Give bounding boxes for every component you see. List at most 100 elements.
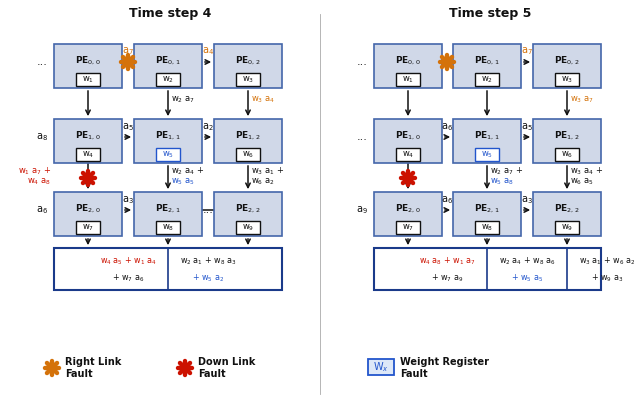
Text: w$_9$: w$_9$ [561,222,573,233]
Text: w$_7$: w$_7$ [402,222,414,233]
Text: a$_5$: a$_5$ [122,121,134,133]
Bar [236,148,260,161]
Text: + w$_9$ a$_3$: + w$_9$ a$_3$ [591,272,623,284]
Text: w$_2$: w$_2$ [162,74,174,85]
Bar [396,221,420,234]
Text: w$_6$ a$_5$: w$_6$ a$_5$ [570,177,594,187]
Text: w$_7$: w$_7$ [82,222,94,233]
Text: PE$_{1,2}$: PE$_{1,2}$ [236,130,260,142]
Text: a$_3$: a$_3$ [521,194,533,206]
Text: w$_6$: w$_6$ [242,149,254,160]
Text: w$_4$: w$_4$ [82,149,94,160]
Bar [555,148,579,161]
Text: w$_2$ a$_4$ +: w$_2$ a$_4$ + [171,165,204,177]
Text: a$_6$: a$_6$ [441,194,453,206]
Bar [156,221,180,234]
Text: w$_3$: w$_3$ [561,74,573,85]
Text: w$_5$ a$_8$: w$_5$ a$_8$ [490,177,514,187]
Bar [54,44,122,88]
Text: w$_3$ a$_1$ + w$_6$ a$_2$: w$_3$ a$_1$ + w$_6$ a$_2$ [579,256,636,267]
Bar [236,73,260,86]
Text: w$_3$ a$_1$ +: w$_3$ a$_1$ + [251,165,284,177]
Text: w$_2$ a$_7$ +: w$_2$ a$_7$ + [490,165,524,177]
Text: w$_6$: w$_6$ [561,149,573,160]
Text: + w$_5$ a$_2$: + w$_5$ a$_2$ [192,272,224,284]
Text: ...: ... [356,132,367,142]
Text: Time step 5: Time step 5 [449,7,531,20]
Text: a$_7$: a$_7$ [122,45,134,57]
Bar [555,221,579,234]
Text: ...: ... [36,57,47,67]
Text: PE$_{0,1}$: PE$_{0,1}$ [474,55,500,67]
Text: PE$_{0,2}$: PE$_{0,2}$ [554,55,580,67]
Text: w$_4$ a$_8$: w$_4$ a$_8$ [27,177,51,187]
Bar [374,119,442,163]
Text: w$_5$: w$_5$ [481,149,493,160]
Text: a$_2$: a$_2$ [202,121,214,133]
Text: Time step 4: Time step 4 [129,7,211,20]
Text: PE$_{0,0}$: PE$_{0,0}$ [75,55,101,67]
Bar [475,221,499,234]
Bar [374,248,601,290]
Text: PE$_{2,2}$: PE$_{2,2}$ [236,203,260,215]
Bar [214,44,282,88]
Bar [396,148,420,161]
Bar [76,148,100,161]
Text: w$_8$: w$_8$ [162,222,174,233]
Text: PE$_{2,1}$: PE$_{2,1}$ [156,203,180,215]
Bar [396,73,420,86]
Text: PE$_{0,1}$: PE$_{0,1}$ [156,55,180,67]
Bar [555,73,579,86]
Bar [533,44,601,88]
Text: PE$_{2,0}$: PE$_{2,0}$ [395,203,421,215]
Text: w$_1$: w$_1$ [82,74,94,85]
Text: w$_4$ a$_5$ + w$_1$ a$_4$: w$_4$ a$_5$ + w$_1$ a$_4$ [100,256,156,267]
Text: w$_3$: w$_3$ [242,74,254,85]
Text: PE$_{1,1}$: PE$_{1,1}$ [156,130,180,142]
Text: PE$_{1,1}$: PE$_{1,1}$ [474,130,500,142]
Text: PE$_{2,2}$: PE$_{2,2}$ [554,203,580,215]
Bar [533,192,601,236]
Bar [76,73,100,86]
Text: Weight Register
Fault: Weight Register Fault [400,357,489,379]
Text: PE$_{1,0}$: PE$_{1,0}$ [75,130,101,142]
Text: a$_8$: a$_8$ [36,131,48,143]
Bar [214,119,282,163]
Bar [368,359,394,375]
Bar [475,148,499,161]
Text: w$_9$: w$_9$ [242,222,254,233]
Bar [453,119,521,163]
Text: Down Link
Fault: Down Link Fault [198,357,255,379]
Bar [134,44,202,88]
Text: w$_3$ a$_7$: w$_3$ a$_7$ [570,95,594,105]
Text: w$_3$ a$_4$ +: w$_3$ a$_4$ + [570,165,604,177]
Text: w$_2$ a$_1$ + w$_8$ a$_3$: w$_2$ a$_1$ + w$_8$ a$_3$ [180,256,236,267]
Bar [134,119,202,163]
Bar [134,192,202,236]
Bar [533,119,601,163]
Bar [453,192,521,236]
Text: a$_5$: a$_5$ [521,121,533,133]
Text: PE$_{0,0}$: PE$_{0,0}$ [395,55,421,67]
Bar [374,192,442,236]
Bar [54,248,282,290]
Text: PE$_{0,2}$: PE$_{0,2}$ [236,55,260,67]
Text: PE$_{1,2}$: PE$_{1,2}$ [554,130,580,142]
Text: PE$_{2,1}$: PE$_{2,1}$ [474,203,500,215]
Text: w$_1$: w$_1$ [402,74,414,85]
Text: a$_9$: a$_9$ [356,204,368,216]
Bar [54,192,122,236]
Text: a$_6$: a$_6$ [36,204,48,216]
Text: w$_4$ a$_8$ + w$_1$ a$_7$: w$_4$ a$_8$ + w$_1$ a$_7$ [419,256,476,267]
Text: w$_2$ a$_7$: w$_2$ a$_7$ [171,95,195,105]
Bar [453,44,521,88]
Text: w$_5$: w$_5$ [162,149,174,160]
Text: ...: ... [356,57,367,67]
Text: w$_8$: w$_8$ [481,222,493,233]
Text: w$_6$ a$_2$: w$_6$ a$_2$ [251,177,275,187]
Text: PE$_{2,0}$: PE$_{2,0}$ [75,203,101,215]
Bar [156,73,180,86]
Text: a$_3$: a$_3$ [122,194,134,206]
Text: ...: ... [203,205,213,215]
Text: W$_x$: W$_x$ [373,360,389,374]
